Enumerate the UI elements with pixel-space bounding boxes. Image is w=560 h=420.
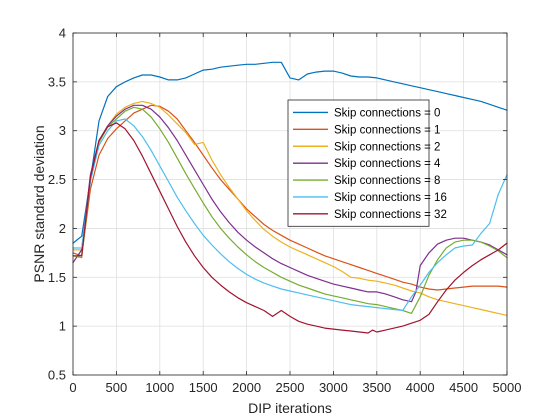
series-line-2 bbox=[72, 100, 508, 316]
y-tick-label: 2.5 bbox=[48, 172, 66, 187]
x-tick-label: 4500 bbox=[449, 380, 478, 395]
series-line-6 bbox=[72, 122, 508, 334]
x-tick-label: 4000 bbox=[406, 380, 435, 395]
x-tick-label: 3500 bbox=[362, 380, 391, 395]
x-tick-label: 2000 bbox=[232, 380, 261, 395]
x-tick-label: 0 bbox=[69, 380, 76, 395]
x-tick-label: 3000 bbox=[319, 380, 348, 395]
x-tick-label: 5000 bbox=[493, 380, 522, 395]
legend-entry-label: Skip connections = 4 bbox=[334, 158, 441, 170]
y-axis-title: PSNR standard deviation bbox=[31, 125, 47, 282]
axis-ticks: 0 500 1000 1500 2000 2500 3000 3500 4000 4500 5000… bbox=[48, 26, 522, 396]
series-line-0 bbox=[72, 61, 508, 244]
y-tick-label: 3.5 bbox=[48, 74, 66, 89]
legend-entry-label: Skip connections = 2 bbox=[334, 141, 440, 153]
y-tick-label: 2 bbox=[59, 221, 66, 236]
y-tick-label: 1 bbox=[59, 319, 66, 334]
legend: Skip connections = 0 Skip connections = 1… bbox=[287, 99, 447, 227]
series-group bbox=[72, 61, 508, 334]
y-tick-label: 0.5 bbox=[48, 368, 66, 383]
x-tick-label: 500 bbox=[106, 380, 128, 395]
x-tick-label: 2500 bbox=[276, 380, 305, 395]
y-tick-label: 3 bbox=[59, 123, 66, 138]
x-axis-title: DIP iterations bbox=[248, 400, 332, 416]
legend-entry-label: Skip connections = 16 bbox=[334, 192, 447, 204]
legend-entry-label: Skip connections = 1 bbox=[334, 124, 440, 136]
series-line-3 bbox=[72, 104, 508, 303]
series-line-5 bbox=[72, 118, 508, 312]
x-tick-label: 1000 bbox=[145, 380, 174, 395]
legend-entry-label: Skip connections = 32 bbox=[334, 209, 447, 221]
x-tick-label: 1500 bbox=[189, 380, 218, 395]
series-line-1 bbox=[72, 104, 508, 291]
series-line-4 bbox=[72, 106, 508, 314]
y-tick-label: 4 bbox=[59, 26, 66, 41]
y-tick-label: 1.5 bbox=[48, 270, 66, 285]
legend-entry-label: Skip connections = 0 bbox=[334, 107, 440, 119]
legend-entry-label: Skip connections = 8 bbox=[334, 175, 440, 187]
